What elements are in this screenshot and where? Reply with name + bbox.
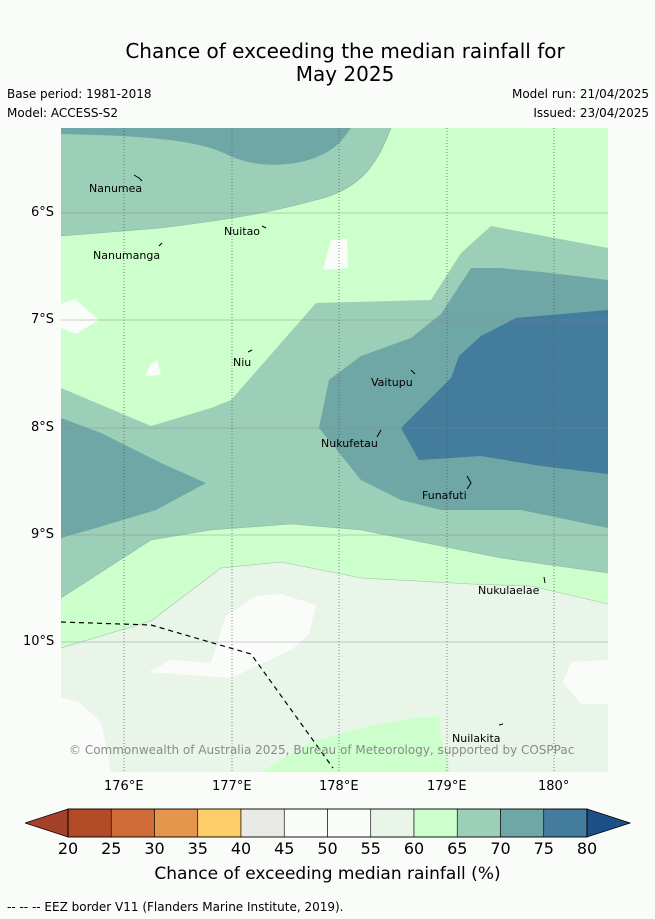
colorbar-cell (456, 808, 501, 838)
colorbar-under-outline (25, 808, 69, 838)
island-nuitao: Nuitao (224, 225, 260, 238)
contour-70-75-north (61, 128, 351, 165)
island-nukufetau: Nukufetau (321, 437, 378, 450)
colorbar-cells (67, 808, 588, 838)
contour-45-55-south (149, 594, 316, 678)
island-niu: Niu (233, 356, 251, 369)
colorbar-tick-label: 40 (230, 839, 252, 858)
colorbar-tick-label: 50 (317, 839, 338, 858)
contour-45-55-west (61, 299, 99, 334)
colorbar-tick-label: 35 (187, 839, 208, 858)
colorbar-tick-label: 70 (490, 839, 511, 858)
contour-55-60 (61, 562, 608, 772)
colorbar-tick-label: 80 (576, 839, 598, 858)
contour-45-55-small-west (145, 360, 161, 376)
colorbar-tick-label: 55 (360, 839, 381, 858)
colorbar-tick-label: 20 (57, 839, 79, 858)
contour-lines (61, 128, 608, 649)
lon-tick-176e: 176°E (104, 779, 144, 794)
model-name: Model: ACCESS-S2 (7, 106, 119, 120)
issued-date: Issued: 23/04/2025 (533, 106, 649, 120)
colorbar-cell (283, 808, 328, 838)
island-nukulaelae: Nukulaelae (478, 584, 540, 597)
title-line-2: May 2025 (295, 62, 395, 86)
contour-45-55-sw (61, 698, 111, 772)
island-labels: Nanumea Nuitao Nanumanga Niu Vaitupu Nuk… (89, 182, 540, 745)
model-run-date: Model run: 21/04/2025 (511, 87, 649, 101)
island-nuilakita: Nuilakita (452, 732, 501, 745)
title-line-1: Chance of exceeding the median rainfall … (125, 39, 565, 63)
lat-tick-8s: 8°S (31, 420, 55, 435)
colorbar-tick-label: 30 (144, 839, 165, 858)
island-shapes (133, 174, 546, 726)
lon-tick-178e: 178°E (319, 779, 359, 794)
eez-border (61, 621, 334, 769)
colorbar-over-arrow (587, 809, 630, 837)
colorbar-tick-label: 45 (274, 839, 295, 858)
contour-60-65-south (261, 716, 451, 772)
lat-tick-7s: 7°S (31, 312, 55, 327)
colorbar-cell (543, 808, 588, 838)
colorbar-cell (370, 808, 415, 838)
colorbar-cell (67, 808, 112, 838)
colorbar-tick-label: 65 (447, 839, 468, 858)
colorbar-cell (413, 808, 458, 838)
contour-45-55-east (563, 660, 608, 704)
colorbar-cell (154, 808, 199, 838)
lat-tick-9s: 9°S (31, 527, 55, 542)
island-nanumanga: Nanumanga (93, 249, 160, 262)
colorbar-cell (197, 808, 242, 838)
latitude-lines (61, 212, 608, 643)
contour-70-75-west (61, 418, 206, 538)
gridlines (123, 128, 555, 772)
map-title: Chance of exceeding the median rainfall … (0, 40, 655, 86)
colorbar-cell (110, 808, 155, 838)
lon-tick-179e: 179°E (427, 779, 467, 794)
eez-legend-footer: -- -- -- EEZ border V11 (Flanders Marine… (7, 900, 344, 914)
colorbar (25, 808, 631, 838)
island-nanumea: Nanumea (89, 182, 142, 195)
island-funafuti: Funafuti (422, 489, 467, 502)
lon-tick-180: 180° (538, 779, 570, 794)
colorbar-under-arrow (25, 809, 68, 837)
contour-75-80 (401, 310, 608, 474)
contour-45-55-small-north (323, 239, 348, 270)
island-vaitupu: Vaitupu (371, 376, 413, 389)
colorbar-cell (500, 808, 545, 838)
colorbar-title: Chance of exceeding median rainfall (%) (154, 864, 501, 884)
colorbar-cell (327, 808, 372, 838)
lat-tick-10s: 10°S (23, 634, 55, 649)
colorbar-tick-label: 60 (403, 839, 425, 858)
colorbar-tick-label: 25 (101, 839, 122, 858)
colorbar-over-outline (586, 808, 631, 838)
lon-tick-177e: 177°E (212, 779, 252, 794)
copyright-notice: © Commonwealth of Australia 2025, Bureau… (69, 743, 574, 757)
colorbar-cell (240, 808, 285, 838)
colorbar-tick-label: 75 (533, 839, 554, 858)
base-period: Base period: 1981-2018 (7, 87, 152, 101)
lat-tick-6s: 6°S (31, 205, 55, 220)
rainfall-map: Nanumea Nuitao Nanumanga Niu Vaitupu Nuk… (61, 128, 608, 772)
